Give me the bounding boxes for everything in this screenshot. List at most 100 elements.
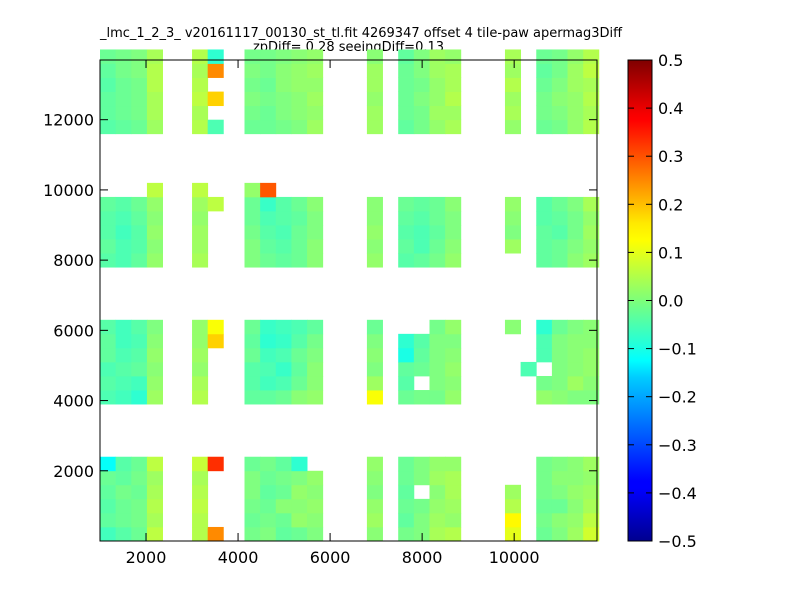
heatmap-cell — [307, 225, 324, 240]
heatmap-cell — [115, 333, 132, 349]
heatmap-cell — [260, 470, 277, 486]
heatmap-cell — [115, 512, 132, 528]
heatmap-cell — [520, 361, 537, 377]
heatmap-cell — [244, 91, 261, 107]
heatmap-cell — [398, 390, 415, 405]
heatmap-cell — [429, 49, 446, 64]
heatmap-cell — [413, 225, 430, 240]
heatmap-cell — [291, 347, 308, 363]
heatmap-cell — [504, 498, 522, 514]
heatmap-cell — [445, 526, 462, 542]
heatmap-cell — [192, 49, 209, 64]
heatmap-cell — [100, 77, 117, 92]
heatmap-cell — [567, 49, 584, 64]
heatmap-cell — [146, 484, 163, 500]
heatmap-cell — [567, 105, 584, 121]
heatmap-cell — [567, 319, 584, 335]
heatmap-cell — [192, 361, 209, 377]
heatmap-cell — [583, 333, 600, 349]
heatmap-cell — [445, 196, 462, 212]
heatmap-cell — [445, 319, 462, 335]
heatmap-cell — [146, 225, 163, 240]
heatmap-cell — [567, 484, 584, 500]
heatmap-cell — [366, 49, 383, 64]
heatmap-cell — [567, 63, 584, 78]
heatmap-cell — [275, 119, 292, 135]
colorbar-tick-label: 0.5 — [658, 51, 683, 70]
heatmap-cell — [131, 361, 148, 377]
heatmap-cell — [244, 361, 261, 377]
heatmap-cell — [100, 196, 117, 212]
heatmap-cell — [536, 49, 553, 64]
heatmap-cell — [291, 319, 308, 335]
heatmap-cell — [567, 210, 584, 226]
heatmap-cell — [551, 210, 568, 226]
heatmap-cell — [131, 253, 148, 268]
heatmap-cell — [567, 470, 584, 486]
heatmap-cell — [275, 361, 292, 377]
heatmap-cell — [398, 63, 415, 78]
heatmap-cell — [115, 119, 132, 135]
heatmap-cell — [131, 456, 148, 472]
heatmap-cell — [207, 91, 224, 107]
heatmap-cell — [146, 91, 163, 107]
heatmap-cell — [551, 526, 568, 542]
heatmap-cell — [131, 196, 148, 212]
heatmap-cell — [131, 375, 148, 391]
heatmap-cell — [192, 253, 209, 268]
heatmap-cell — [583, 91, 600, 107]
heatmap-cell — [192, 512, 209, 528]
heatmap-cell — [207, 49, 224, 64]
heatmap-cell — [536, 91, 553, 107]
heatmap-cell — [504, 196, 522, 212]
heatmap-cell — [567, 253, 584, 268]
heatmap-cell — [115, 91, 132, 107]
heatmap-cell — [583, 347, 600, 363]
heatmap-cell — [583, 210, 600, 226]
heatmap-cell — [192, 390, 209, 405]
heatmap-cell — [366, 347, 383, 363]
heatmap-cell — [366, 196, 383, 212]
heatmap-cell — [504, 63, 522, 78]
heatmap-cell — [445, 210, 462, 226]
colorbar-tick-label: −0.2 — [658, 388, 697, 407]
heatmap-cell — [291, 77, 308, 92]
heatmap-cell — [260, 390, 277, 405]
heatmap-cell — [115, 225, 132, 240]
heatmap-cell — [146, 319, 163, 335]
heatmap-cell — [366, 319, 383, 335]
heatmap-cell — [131, 91, 148, 107]
heatmap-cell — [504, 210, 522, 226]
heatmap-cell — [244, 319, 261, 335]
heatmap-cell — [366, 225, 383, 240]
y-tick-label: 4000 — [53, 392, 94, 411]
heatmap-cell — [504, 484, 522, 500]
heatmap-cell — [536, 484, 553, 500]
heatmap-cell — [413, 253, 430, 268]
heatmap-cell — [244, 182, 261, 198]
heatmap-cell — [275, 512, 292, 528]
heatmap-cell — [398, 484, 415, 500]
y-tick-label: 8000 — [53, 251, 94, 270]
heatmap-cell — [413, 63, 430, 78]
heatmap-cell — [583, 77, 600, 92]
heatmap-cell — [291, 526, 308, 542]
heatmap-cell — [504, 225, 522, 240]
heatmap-cell — [192, 319, 209, 335]
heatmap-cell — [115, 253, 132, 268]
heatmap-cell — [291, 361, 308, 377]
heatmap-cell — [115, 105, 132, 121]
heatmap-cell — [536, 526, 553, 542]
colorbar-tick-label: −0.5 — [658, 532, 697, 551]
heatmap-cell — [366, 77, 383, 92]
heatmap-cell — [429, 347, 446, 363]
heatmap-cell — [567, 375, 584, 391]
heatmap-cell — [429, 239, 446, 254]
heatmap-cell — [244, 239, 261, 254]
heatmap-cell — [146, 512, 163, 528]
heatmap-cell — [504, 77, 522, 92]
heatmap-cell — [100, 456, 117, 472]
heatmap-cell — [398, 456, 415, 472]
heatmap-cell — [100, 210, 117, 226]
heatmap-cell — [536, 77, 553, 92]
